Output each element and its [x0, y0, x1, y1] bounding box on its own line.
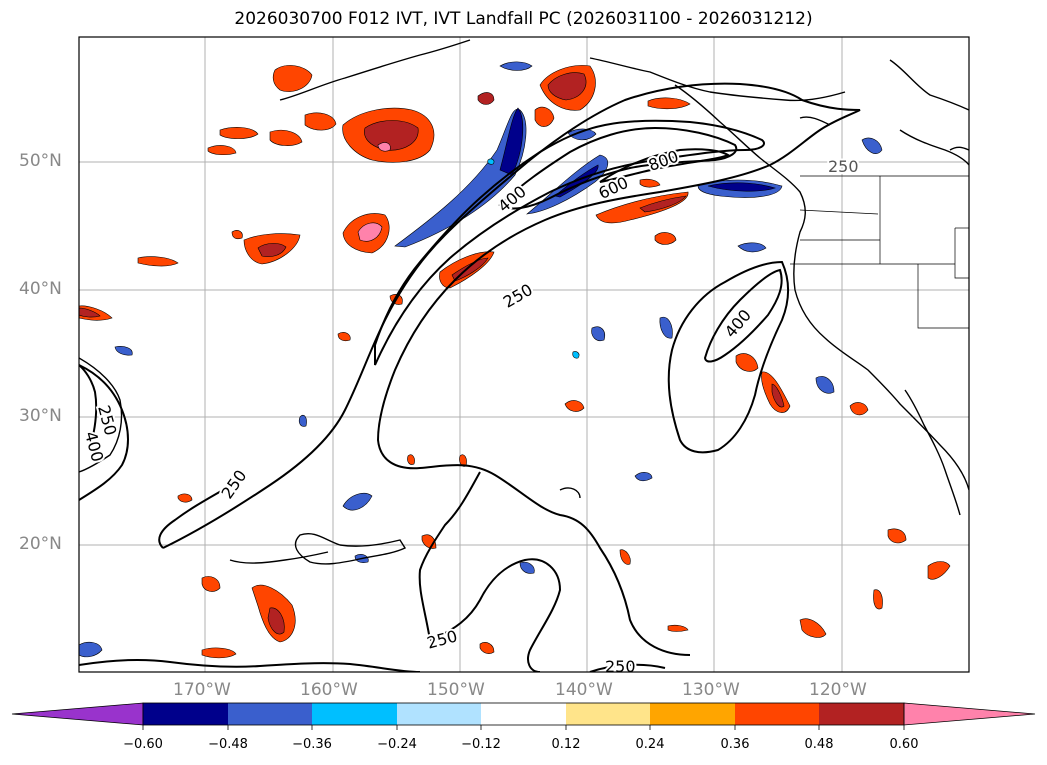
map-title: 2026030700 F012 IVT, IVT Landfall PC (20… [234, 9, 813, 29]
lat-label: 40°N [19, 279, 62, 299]
colorbar-high-extend [903, 702, 1036, 726]
colorbar-tick-label: 0.12 [551, 737, 581, 752]
colorbar-tick-label: 0.60 [889, 737, 919, 752]
lat-label: 20°N [19, 534, 62, 554]
colorbar-bin [397, 703, 481, 725]
contour-label: 250 [605, 657, 636, 676]
map-panel: 250 400 600 800 250 250 400 250 400 250 … [79, 37, 969, 676]
map-frame [78, 36, 970, 673]
lon-label: 120°W [809, 680, 867, 700]
colorbar-bin [650, 703, 735, 725]
colorbar-tick-label: −0.48 [208, 737, 248, 752]
political-borders [790, 175, 969, 329]
colorbar-bin [819, 703, 904, 725]
colorbar-low-extend [11, 702, 144, 726]
colorbar-tick-label: −0.36 [292, 737, 332, 752]
contour-label: 800 [646, 147, 681, 175]
colorbar-tick-label: 0.36 [720, 737, 750, 752]
lon-label: 140°W [555, 680, 613, 700]
lon-label: 130°W [682, 680, 740, 700]
lat-label: 50°N [19, 151, 62, 171]
ivt-contours [79, 82, 861, 672]
colorbar-bin [481, 703, 566, 725]
colorbar-bin [566, 703, 650, 725]
colorbar-bin [143, 703, 228, 725]
colorbar-bin [228, 703, 312, 725]
colorbar-bin [312, 703, 397, 725]
contour-label: 250 [828, 157, 859, 176]
colorbar-tick-label: −0.24 [377, 737, 417, 752]
lon-label: 150°W [427, 680, 485, 700]
colorbar-tick-label: −0.60 [123, 737, 163, 752]
lon-label: 160°W [300, 680, 358, 700]
colorbar-tick-label: −0.12 [461, 737, 501, 752]
colorbar-tick-label: 0.48 [804, 737, 834, 752]
positive-pc-shading [79, 65, 951, 659]
colorbar-tick-label: 0.24 [635, 737, 665, 752]
lat-label: 30°N [19, 406, 62, 426]
colorbar-bin [735, 703, 819, 725]
lon-label: 170°W [173, 680, 231, 700]
colorbar [11, 702, 1036, 730]
